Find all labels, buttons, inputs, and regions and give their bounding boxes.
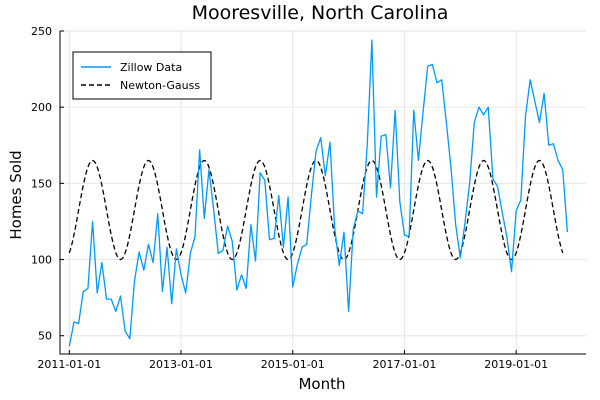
y-tick-label-1: 100 [31, 254, 52, 267]
series-line-zillow [68, 39, 569, 347]
x-tick-label-1: 2013-01-01 [149, 358, 213, 371]
axis-ticks: 50 100 150 200 250 2011-01-01 2013-01-01 2015-0… [31, 25, 548, 371]
y-tick-label-2: 150 [31, 177, 52, 190]
y-axis-label: Homes Sold [7, 150, 25, 239]
x-tick-label-3: 2017-01-01 [372, 358, 436, 371]
series-layer [68, 39, 569, 347]
y-tick-label-4: 250 [31, 25, 52, 38]
x-tick-label-4: 2019-01-01 [484, 358, 548, 371]
x-tick-label-0: 2011-01-01 [37, 358, 101, 371]
y-tick-label-0: 50 [38, 330, 52, 343]
x-axis-label: Month [298, 375, 345, 393]
legend-label-newton-gauss: Newton-Gauss [120, 79, 200, 92]
legend-label-zillow: Zillow Data [120, 61, 182, 74]
plot-frame [59, 31, 586, 355]
legend: Zillow Data Newton-Gauss [72, 51, 212, 100]
chart-title: Mooresville, North Carolina [192, 2, 449, 24]
x-tick-label-2: 2015-01-01 [261, 358, 325, 371]
grid [60, 30, 586, 354]
y-tick-label-3: 200 [31, 101, 52, 114]
legend-box [72, 51, 212, 100]
